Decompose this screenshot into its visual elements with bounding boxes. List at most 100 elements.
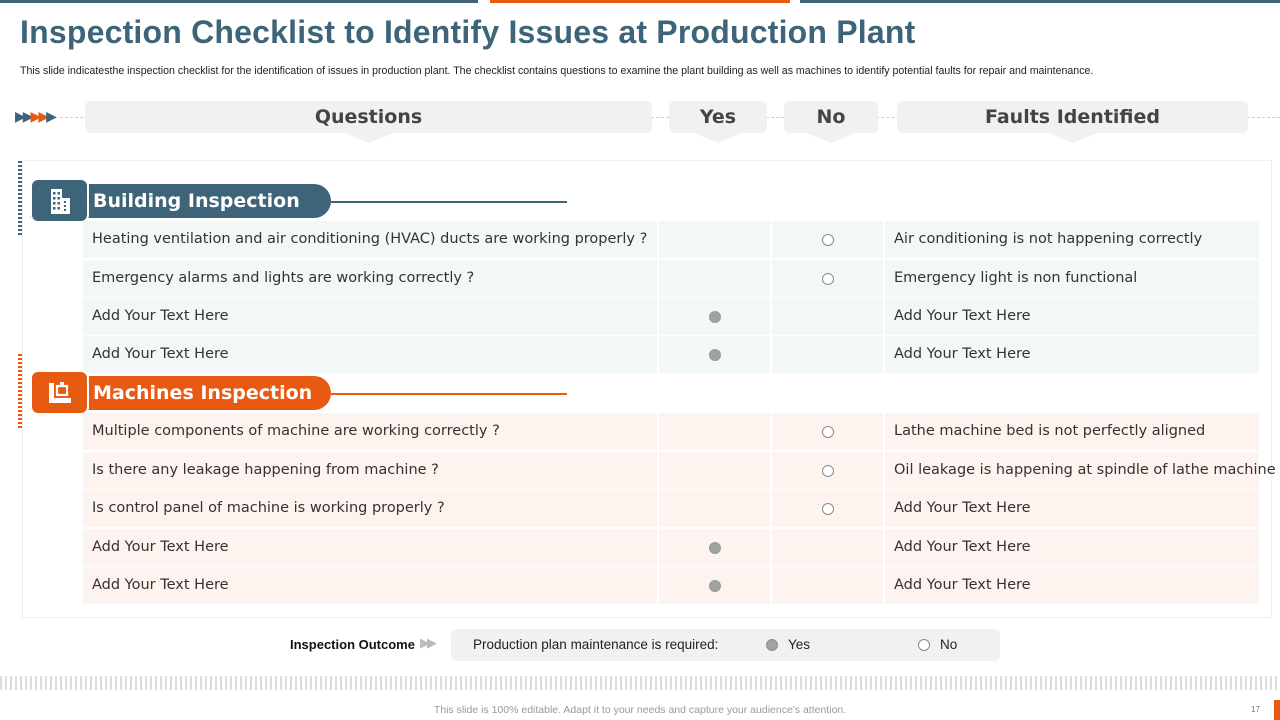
page-number: 17 [1251, 705, 1260, 714]
question-text: Add Your Text Here [92, 346, 229, 362]
fault-text: Add Your Text Here [894, 346, 1031, 362]
question-text: Multiple components of machine are worki… [92, 423, 500, 439]
inspection-outcome-label: Inspection Outcome [290, 637, 415, 652]
yes-cell[interactable] [659, 413, 770, 450]
yes-cell[interactable] [659, 221, 770, 258]
outcome-yes-label: Yes [788, 637, 811, 652]
header-yes: Yes [669, 101, 767, 133]
question-text: Add Your Text Here [92, 577, 229, 593]
yes-cell[interactable] [659, 529, 770, 566]
fault-text: Add Your Text Here [894, 500, 1031, 516]
bottom-decorative-stripe [0, 676, 1280, 690]
no-radio-icon[interactable] [821, 272, 834, 285]
no-cell[interactable] [772, 452, 883, 489]
fault-cell: Lathe machine bed is not perfectly align… [885, 413, 1259, 450]
no-cell[interactable] [772, 413, 883, 450]
fault-text: Emergency light is non functional [894, 270, 1138, 286]
checklist-frame [22, 160, 1272, 618]
question-cell: Emergency alarms and lights are working … [83, 260, 657, 297]
table-row: Emergency alarms and lights are working … [83, 260, 1259, 297]
building-section-line [331, 201, 567, 203]
outcome-chevron-icon: ▶▶ [420, 635, 437, 650]
yes-radio-icon[interactable] [708, 348, 721, 361]
fault-text: Add Your Text Here [894, 539, 1031, 555]
question-text: Is there any leakage happening from mach… [92, 462, 439, 478]
fault-cell: Oil leakage is happening at spindle of l… [885, 452, 1276, 489]
machine-icon [30, 370, 89, 415]
no-cell[interactable] [772, 529, 883, 566]
outcome-box: Production plan maintenance is required:… [451, 629, 1000, 661]
no-cell[interactable] [772, 567, 883, 604]
fault-text: Lathe machine bed is not perfectly align… [894, 423, 1206, 439]
table-row: Heating ventilation and air conditioning… [83, 221, 1259, 258]
header-no: No [784, 101, 878, 133]
footer-text: This slide is 100% editable. Adapt it to… [433, 704, 847, 716]
yes-cell[interactable] [659, 260, 770, 297]
no-radio-icon[interactable] [821, 233, 834, 246]
yes-radio-icon[interactable] [708, 579, 721, 592]
slide-subtitle: This slide indicatesthe inspection check… [20, 65, 1094, 77]
no-cell[interactable] [772, 221, 883, 258]
machines-section-title: Machines Inspection [30, 376, 331, 410]
radio-no-icon[interactable] [918, 638, 930, 651]
question-text: Heating ventilation and air conditioning… [92, 231, 648, 247]
fault-cell: Add Your Text Here [885, 567, 1259, 604]
machines-side-stripe [18, 354, 22, 430]
machines-section-line [331, 393, 567, 395]
yes-cell[interactable] [659, 336, 770, 373]
table-row: Is there any leakage happening from mach… [83, 452, 1276, 489]
fault-text: Air conditioning is not happening correc… [894, 231, 1203, 247]
question-cell: Add Your Text Here [83, 298, 657, 335]
outcome-no-label: No [940, 637, 958, 652]
fault-text: Oil leakage is happening at spindle of l… [894, 462, 1276, 478]
no-radio-icon[interactable] [821, 425, 834, 438]
outcome-yes-option[interactable]: Yes [766, 637, 810, 652]
yes-cell[interactable] [659, 567, 770, 604]
fault-cell: Add Your Text Here [885, 529, 1259, 566]
table-row: Add Your Text Here Add Your Text Here [83, 567, 1259, 604]
table-row: Add Your Text Here Add Your Text Here [83, 298, 1259, 335]
table-row: Add Your Text Here Add Your Text Here [83, 336, 1259, 373]
no-radio-icon[interactable] [821, 464, 834, 477]
question-cell: Add Your Text Here [83, 529, 657, 566]
question-text: Add Your Text Here [92, 539, 229, 555]
question-cell: Add Your Text Here [83, 567, 657, 604]
yes-radio-icon[interactable] [708, 310, 721, 323]
no-radio-icon[interactable] [821, 502, 834, 515]
question-cell: Multiple components of machine are worki… [83, 413, 657, 450]
fault-cell: Add Your Text Here [885, 336, 1259, 373]
corner-accent [1274, 700, 1280, 720]
no-cell[interactable] [772, 336, 883, 373]
top-accent-bar-left [0, 0, 478, 3]
fault-text: Add Your Text Here [894, 308, 1031, 324]
fault-cell: Add Your Text Here [885, 298, 1259, 335]
outcome-text: Production plan maintenance is required: [473, 637, 719, 652]
fault-cell: Emergency light is non functional [885, 260, 1259, 297]
slide-title: Inspection Checklist to Identify Issues … [20, 14, 916, 50]
table-row: Multiple components of machine are worki… [83, 413, 1259, 450]
question-cell: Is there any leakage happening from mach… [83, 452, 657, 489]
question-cell: Add Your Text Here [83, 336, 657, 373]
no-cell[interactable] [772, 298, 883, 335]
top-accent-bar-middle [490, 0, 790, 3]
top-accent-bar-right [800, 0, 1280, 3]
building-icon [30, 178, 89, 223]
building-side-stripe [18, 161, 22, 237]
question-cell: Is control panel of machine is working p… [83, 490, 657, 527]
table-row: Add Your Text Here Add Your Text Here [83, 529, 1259, 566]
yes-radio-icon[interactable] [708, 541, 721, 554]
yes-cell[interactable] [659, 452, 770, 489]
chevron-arrows-icon: ▶▶▶▶▶ [15, 108, 57, 124]
no-cell[interactable] [772, 490, 883, 527]
radio-yes-icon[interactable] [766, 638, 778, 651]
fault-text: Add Your Text Here [894, 577, 1031, 593]
question-text: Is control panel of machine is working p… [92, 500, 445, 516]
yes-cell[interactable] [659, 298, 770, 335]
outcome-no-option[interactable]: No [918, 637, 957, 652]
fault-cell: Add Your Text Here [885, 490, 1259, 527]
question-text: Add Your Text Here [92, 308, 229, 324]
header-faults: Faults Identified [897, 101, 1248, 133]
fault-cell: Air conditioning is not happening correc… [885, 221, 1259, 258]
yes-cell[interactable] [659, 490, 770, 527]
no-cell[interactable] [772, 260, 883, 297]
